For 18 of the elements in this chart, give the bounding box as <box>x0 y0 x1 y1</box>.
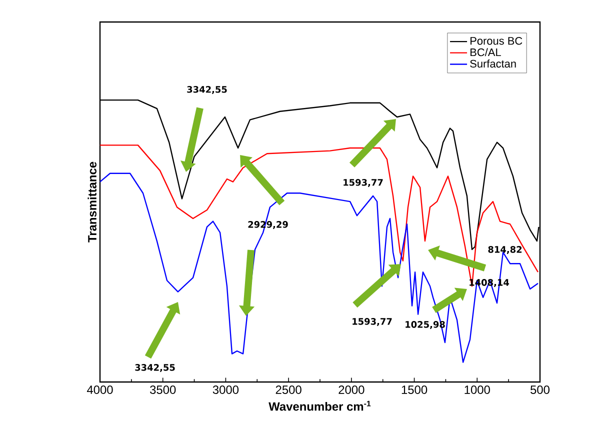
x-tick-label: 2500 <box>276 386 302 394</box>
legend-label: Surfactan <box>470 60 516 68</box>
annotation: 1593,77 <box>352 318 392 326</box>
legend-label: BC/AL <box>470 48 501 56</box>
x-tick-label: 1000 <box>464 386 490 394</box>
annotation: 814,82 <box>488 246 522 254</box>
text: 3342,55 <box>187 86 227 94</box>
legend-label: Porous BC <box>470 36 522 45</box>
annotation: 3342,55 <box>135 364 175 372</box>
x-tick-label: 500 <box>530 386 550 394</box>
x-tick-label: 1500 <box>402 386 428 394</box>
x-axis-title: Wavenumber cm$^{-1}$ <box>268 400 371 411</box>
annotation: 1593,77 <box>344 179 383 187</box>
x-tick-label: 3000 <box>212 386 239 394</box>
x-tick-label: 4000 <box>86 386 113 394</box>
y-axis-title: Transmittance <box>88 162 96 242</box>
x-tick-label: 2000 <box>338 386 364 394</box>
x-tick-label: 3500 <box>150 386 176 394</box>
